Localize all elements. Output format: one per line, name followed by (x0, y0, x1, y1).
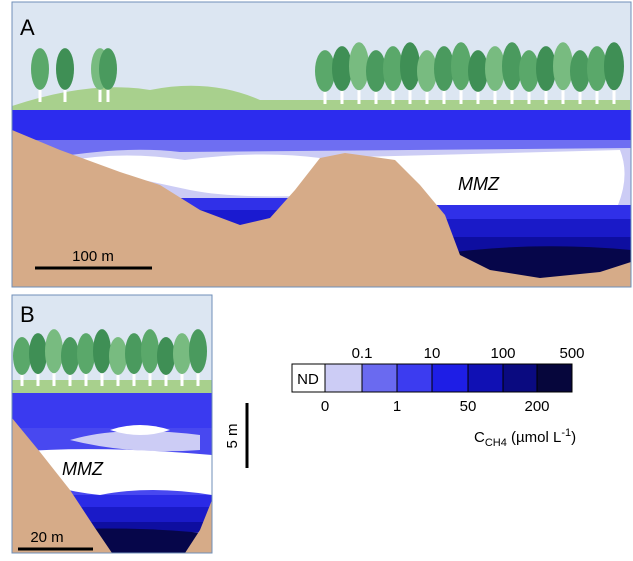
legend-label: 500 (559, 345, 584, 362)
water-layer (12, 393, 212, 428)
tree-crown (56, 48, 74, 90)
tree-crown (77, 333, 95, 374)
tree-crown (31, 48, 49, 90)
tree-crown (99, 48, 117, 90)
tree-crown (349, 42, 369, 90)
color-swatch (432, 364, 468, 392)
panel-a: A MMZ 100 m (12, 2, 631, 287)
tree-crown (604, 42, 624, 90)
tree-crown (536, 46, 556, 91)
color-swatch (325, 364, 362, 392)
scale-bar-label: 100 m (72, 248, 114, 265)
zone-label: MMZ (458, 174, 500, 194)
legend: ND 0.1 10 100 500 0 1 50 200 CCH4 (µmol … (292, 345, 585, 449)
tree-crown (332, 46, 352, 91)
zone-label: MMZ (62, 459, 104, 479)
legend-label: 0.1 (352, 345, 373, 362)
color-swatch (468, 364, 503, 392)
legend-title-part: -1 (561, 427, 571, 439)
tree-crown (109, 337, 127, 375)
tree-crown (157, 337, 175, 375)
legend-label: 50 (460, 398, 477, 415)
tree-crown (502, 42, 522, 90)
scale-bar-label: 20 m (30, 529, 63, 546)
color-swatch (503, 364, 537, 392)
tree-crown (189, 329, 207, 373)
tree-crown (468, 50, 488, 92)
tree-crown (45, 329, 63, 373)
tree-crown (553, 42, 573, 90)
tree-crown (13, 337, 31, 375)
tree-crown (519, 50, 539, 92)
tree-crown (315, 50, 335, 92)
tree-crown (61, 337, 79, 375)
legend-label: 100 (490, 345, 515, 362)
panel-label: A (20, 15, 35, 40)
legend-title-part: ) (571, 429, 576, 446)
tree-crown (141, 329, 159, 373)
tree-crown (434, 46, 454, 91)
panel-label: B (20, 302, 35, 327)
legend-label: 10 (424, 345, 441, 362)
tree-crown (485, 46, 505, 91)
tree-crown (587, 46, 607, 91)
tree-crown (173, 333, 191, 374)
figure: A MMZ 100 m B MMZ 20 m 5 m ND (0, 0, 633, 556)
legend-label: 200 (524, 398, 549, 415)
legend-title-part: (µmol L (507, 429, 562, 446)
tree-crown (417, 50, 437, 92)
tree-crown (29, 333, 47, 374)
tree-crown (366, 50, 386, 92)
depth-scale-label: 5 m (224, 423, 241, 448)
color-swatch (362, 364, 397, 392)
legend-label: 0 (321, 398, 329, 415)
legend-title: CCH4 (µmol L-1) (474, 427, 576, 449)
legend-label: 1 (393, 398, 401, 415)
legend-title-part: C (474, 429, 485, 446)
tree-crown (451, 42, 471, 90)
tree-crown (383, 46, 403, 91)
water-layer (12, 110, 631, 140)
tree-crown (400, 42, 420, 90)
panel-b: B MMZ 20 m (12, 295, 212, 553)
color-swatch (537, 364, 572, 392)
legend-title-part: CH4 (485, 437, 507, 449)
water-layer (420, 205, 631, 219)
tree-crown (570, 50, 590, 92)
no-data-label: ND (297, 371, 319, 388)
color-swatch (397, 364, 432, 392)
tree-crown (93, 329, 111, 373)
tree-crown (125, 333, 143, 374)
